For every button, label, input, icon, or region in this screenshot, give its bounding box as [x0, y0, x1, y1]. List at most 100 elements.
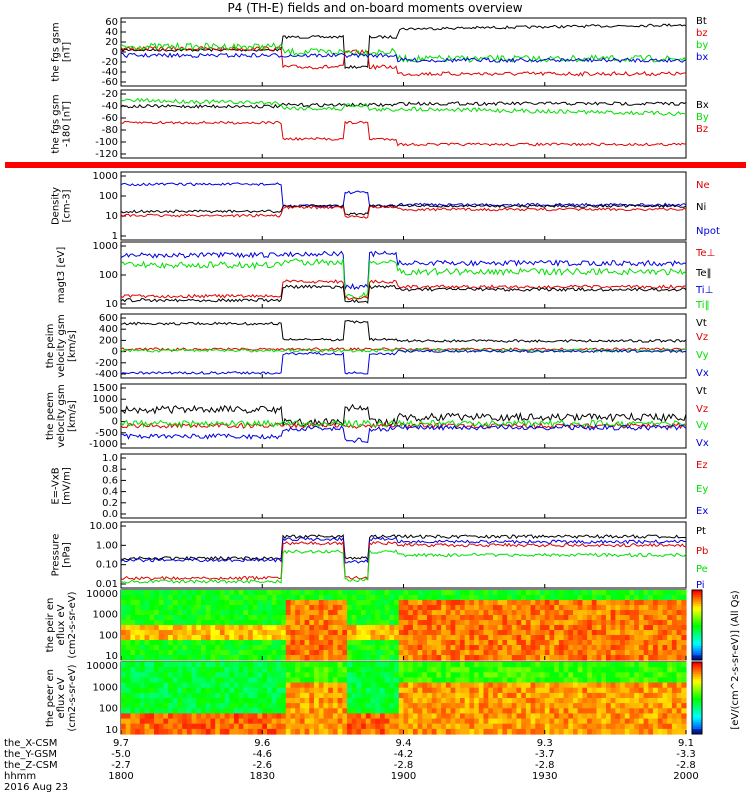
spectro-cell	[511, 708, 518, 714]
spectro-cell	[596, 590, 602, 596]
spectro-cell	[299, 698, 306, 704]
spectro-cell	[370, 600, 376, 606]
spectro-cell	[121, 610, 127, 616]
spectro-cell	[290, 708, 296, 714]
spectro-cell	[441, 630, 447, 636]
spectro-cell	[219, 682, 226, 689]
spectro-cell	[177, 600, 183, 606]
spectro-cell	[511, 605, 518, 611]
spectro-cell	[257, 605, 263, 611]
spectro-cell	[469, 667, 475, 673]
spectro-cell	[469, 600, 475, 606]
spectro-cell	[648, 713, 654, 720]
spectro-cell	[469, 677, 475, 684]
spectro-cell	[398, 640, 405, 646]
spectro-cell	[558, 718, 565, 725]
ytick-label: -1000	[89, 439, 118, 450]
spectro-cell	[601, 630, 607, 636]
spectro-cell	[271, 630, 277, 636]
spectro-cell	[361, 600, 367, 606]
spectro-cell	[191, 640, 197, 646]
spectro-cell	[450, 718, 456, 725]
spectro-cell	[351, 590, 357, 596]
spectro-cell	[370, 605, 376, 611]
spectro-cell	[121, 708, 127, 714]
ytick-label: 600	[99, 313, 118, 324]
spectro-cell	[530, 615, 536, 621]
spectro-cell	[356, 615, 362, 621]
spectro-cell	[276, 595, 282, 601]
spectro-cell	[361, 718, 367, 725]
spectro-cell	[163, 590, 169, 596]
spectro-cell	[398, 723, 405, 730]
spectro-cell	[427, 728, 433, 735]
spectro-cell	[615, 615, 621, 621]
spectro-cell	[427, 590, 433, 596]
spectro-cell	[347, 677, 353, 684]
legend-ez: Ez	[696, 460, 708, 471]
spectro-cell	[681, 620, 687, 626]
spectro-cell	[309, 630, 315, 636]
spectro-cell	[158, 625, 164, 631]
spectro-cell	[587, 590, 593, 596]
spectro-cell	[375, 595, 381, 601]
spectro-cell	[262, 650, 268, 656]
spectro-cell	[450, 640, 456, 646]
spectro-cell	[229, 630, 235, 636]
spectro-cell	[577, 640, 583, 646]
spectro-cell	[606, 698, 612, 704]
spectro-cell	[483, 620, 489, 626]
spectro-cell	[507, 600, 513, 606]
spectro-cell	[224, 682, 230, 689]
spectro-cell	[521, 662, 527, 668]
spectro-cell	[450, 635, 456, 641]
spectro-cell	[295, 640, 301, 646]
spectro-cell	[601, 635, 607, 641]
spectro-cell	[568, 645, 574, 651]
spectro-cell	[676, 635, 682, 641]
spectro-cell	[431, 703, 438, 709]
spectro-cell	[267, 713, 273, 720]
spectro-cell	[144, 667, 150, 673]
spectro-cell	[549, 713, 555, 720]
spectro-cell	[281, 713, 287, 720]
spectro-cell	[634, 718, 640, 725]
spectro-cell	[196, 655, 202, 661]
spectro-cell	[653, 698, 659, 704]
spectro-cell	[417, 723, 423, 730]
spectro-cell	[238, 662, 244, 668]
spectro-cell	[507, 610, 513, 616]
spectro-cell	[398, 590, 405, 596]
spectro-cell	[525, 615, 532, 621]
spectro-cell	[262, 708, 268, 714]
spectro-cell	[182, 672, 188, 678]
spectro-cell	[634, 610, 640, 616]
spectro-cell	[234, 672, 240, 678]
spectro-cell	[582, 692, 588, 699]
spectro-cell	[210, 667, 216, 673]
spectro-cell	[314, 713, 320, 720]
series-bz2	[120, 120, 687, 147]
spectro-cell	[502, 605, 508, 611]
spectrogram-peer-colorbar	[691, 661, 703, 735]
spectro-cell	[285, 677, 292, 684]
spectro-cell	[643, 687, 649, 694]
spectro-cell	[601, 713, 607, 720]
spectro-cell	[248, 703, 254, 709]
spectro-cell	[144, 692, 150, 699]
spectro-cell	[554, 718, 560, 725]
red-bar-left	[5, 162, 121, 168]
spectro-cell	[460, 718, 466, 725]
spectro-cell	[558, 677, 565, 684]
spectro-cell	[610, 728, 616, 735]
spectro-cell	[516, 718, 522, 725]
spectro-cell	[587, 620, 593, 626]
spectro-cell	[638, 692, 645, 699]
spectro-cell	[361, 635, 367, 641]
spectro-cell	[149, 590, 155, 596]
spectro-cell	[238, 610, 244, 616]
spectro-cell	[507, 630, 513, 636]
spectro-cell	[238, 677, 244, 684]
spectro-cell	[299, 620, 306, 626]
spectro-cell	[314, 682, 320, 689]
